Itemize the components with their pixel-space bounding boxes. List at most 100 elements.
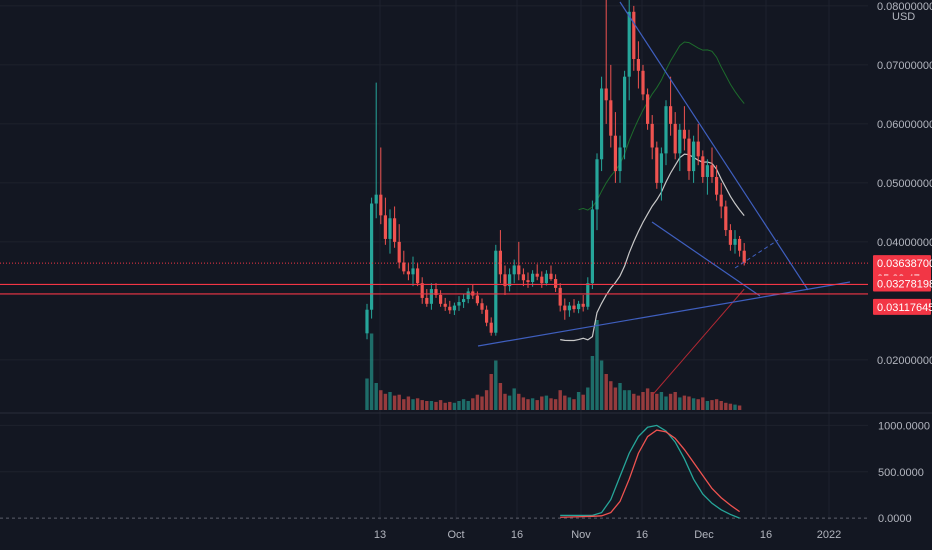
volume-bar: [397, 394, 401, 410]
price-tag-box: [873, 298, 931, 315]
candle-body: [696, 141, 700, 157]
volume-bar: [645, 388, 650, 410]
candle-body: [646, 94, 650, 124]
price-axis-label: 0.06000000: [877, 119, 932, 131]
volume-bar: [517, 393, 521, 410]
volume-bar: [567, 397, 572, 410]
candle-body: [466, 291, 470, 300]
volume-bar: [466, 401, 470, 410]
volume-bar: [613, 387, 618, 410]
candle-body: [609, 100, 613, 136]
volume-bar: [719, 401, 723, 410]
candle-body: [636, 58, 640, 71]
candle-body: [705, 165, 709, 177]
candle-body: [443, 303, 447, 307]
volume-bar: [659, 392, 664, 410]
time-axis-label: 13: [374, 529, 386, 541]
candle-body: [402, 262, 406, 272]
candle-body: [728, 230, 732, 245]
volume-bar: [434, 401, 438, 410]
volume-bar: [705, 401, 710, 410]
volume-bars: [365, 320, 742, 410]
volume-bar: [540, 396, 544, 410]
candle-body: [397, 241, 401, 263]
volume-bar: [448, 401, 452, 410]
volume-bar: [572, 399, 576, 410]
horizontal-price-lines[interactable]: [0, 262, 868, 295]
candle-body: [655, 147, 659, 183]
candle-body: [664, 106, 668, 154]
candle-body: [457, 302, 461, 306]
candle-body: [416, 268, 420, 284]
candle-body: [715, 176, 719, 195]
candle-body: [498, 250, 502, 275]
candle-body: [462, 299, 466, 303]
candle-body: [531, 273, 535, 282]
candle-body: [475, 295, 479, 304]
candle-body: [586, 283, 590, 307]
volume-bar: [521, 397, 526, 410]
candle-body: [526, 280, 530, 282]
candle-body: [411, 268, 415, 275]
time-axis[interactable]: 13 Oct 16 Nov 16 Dec 16 2022: [374, 529, 841, 541]
volume-bar: [655, 393, 659, 410]
volume-bar: [553, 399, 558, 410]
candle-body: [595, 159, 599, 210]
volume-bar: [590, 356, 595, 410]
volume-bar: [668, 393, 673, 410]
upper-band-line: [578, 41, 745, 211]
volume-bar: [737, 405, 742, 410]
candle-body: [590, 209, 594, 284]
candle-body: [379, 194, 383, 216]
volume-bar: [415, 398, 420, 410]
drawn-trendlines[interactable]: [477, 1, 851, 347]
candle-body: [388, 218, 392, 239]
volume-bar: [489, 374, 493, 410]
volume-bar: [512, 388, 516, 410]
volume-bar: [696, 399, 700, 410]
volume-bar: [498, 383, 503, 410]
volume-bar: [581, 394, 585, 410]
time-axis-label: 16: [760, 529, 772, 541]
volume-bar: [650, 392, 654, 410]
lower-band-line: [651, 288, 745, 396]
candle-body: [641, 70, 645, 95]
candle-body: [489, 322, 493, 333]
candle-body: [544, 273, 548, 284]
price-axis-label: 0.08000000: [877, 1, 932, 13]
volume-bar: [558, 390, 562, 410]
candle-body: [710, 165, 714, 177]
volume-bar: [475, 394, 480, 410]
candle-body: [738, 238, 742, 251]
volume-bar: [392, 395, 397, 410]
candle-body: [365, 309, 369, 334]
volume-bar: [733, 404, 737, 410]
price-axis-label: 0.02000000: [877, 355, 932, 367]
candle-body: [393, 218, 397, 242]
volume-bar: [714, 399, 719, 410]
volume-bar: [599, 360, 604, 410]
price-axis[interactable]: 0.08000000 0.07000000 0.06000000 0.05000000…: [877, 1, 932, 525]
candle-body: [480, 303, 484, 310]
candle-body: [429, 289, 433, 304]
candle-body: [632, 11, 636, 59]
price-tag-value: 0.03638700: [877, 258, 932, 270]
candle-body: [452, 305, 456, 311]
candle-body: [517, 265, 521, 275]
volume-bar: [443, 402, 447, 410]
volume-bar: [604, 374, 608, 410]
volume-bar: [724, 402, 728, 410]
volume-bar: [595, 320, 599, 410]
candle-body: [733, 238, 737, 245]
wedge-lower-trendline: [651, 221, 761, 297]
volume-bar: [728, 403, 733, 410]
candle-body: [577, 303, 581, 310]
volume-bar: [402, 399, 406, 410]
volume-bar: [678, 397, 682, 410]
volume-bar: [687, 396, 691, 410]
volume-bar: [365, 378, 369, 410]
candle-body: [650, 123, 654, 148]
volume-bar: [544, 395, 549, 410]
volume-bar: [420, 400, 424, 410]
